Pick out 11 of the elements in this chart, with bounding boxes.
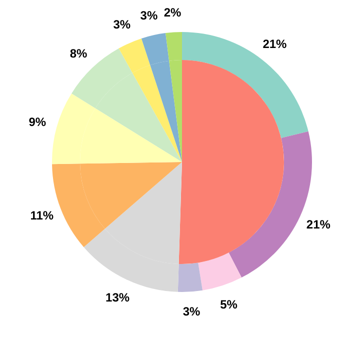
data-label: 11%	[30, 208, 54, 223]
data-label: 21%	[262, 37, 288, 52]
data-label: 5%	[220, 298, 238, 312]
data-label: 8%	[70, 46, 88, 60]
data-label: 3%	[113, 18, 131, 32]
data-label: 3%	[182, 304, 201, 319]
data-label: 3%	[140, 8, 158, 23]
data-label: 13%	[106, 290, 130, 304]
data-label: 2%	[164, 5, 182, 20]
data-label: 9%	[28, 115, 46, 130]
data-label: 21%	[306, 217, 331, 232]
